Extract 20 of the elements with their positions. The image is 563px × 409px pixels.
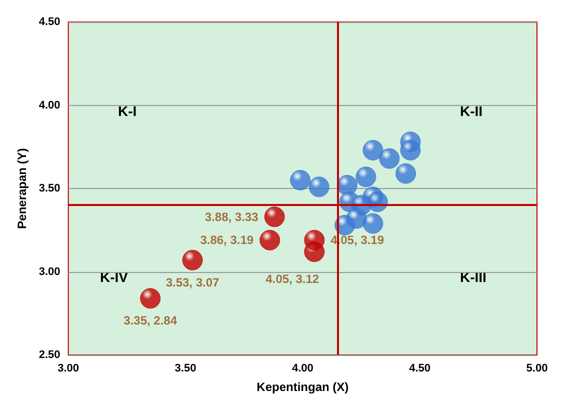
x-axis-title: Kepentingan (X) xyxy=(256,380,349,394)
data-label: 4.05, 3.12 xyxy=(266,272,320,286)
y-tick-label: 2.50 xyxy=(38,349,60,361)
x-tick-label: 3.50 xyxy=(174,362,196,374)
y-tick-label: 3.50 xyxy=(38,182,60,194)
x-tick-label: 4.50 xyxy=(409,362,431,374)
data-label: 3.88, 3.33 xyxy=(204,210,259,224)
annotation: K-I xyxy=(118,103,137,119)
annotation: K-III xyxy=(460,269,486,285)
y-tick-label: 4.00 xyxy=(38,99,60,112)
data-label: 3.35, 2.84 xyxy=(124,314,178,328)
y-tick-label: 4.50 xyxy=(38,16,60,28)
x-tick-label: 3.00 xyxy=(58,362,80,374)
x-tick-label: 5.00 xyxy=(526,362,548,374)
x-tick-label: 4.00 xyxy=(292,362,314,374)
y-tick-label: 3.00 xyxy=(38,266,60,278)
data-label: 3.86, 3.19 xyxy=(200,233,254,248)
y-axis-title: Penerapan (Y) xyxy=(15,148,29,229)
annotation: K-II xyxy=(460,103,483,119)
data-label: 3.53, 3.07 xyxy=(166,275,220,290)
